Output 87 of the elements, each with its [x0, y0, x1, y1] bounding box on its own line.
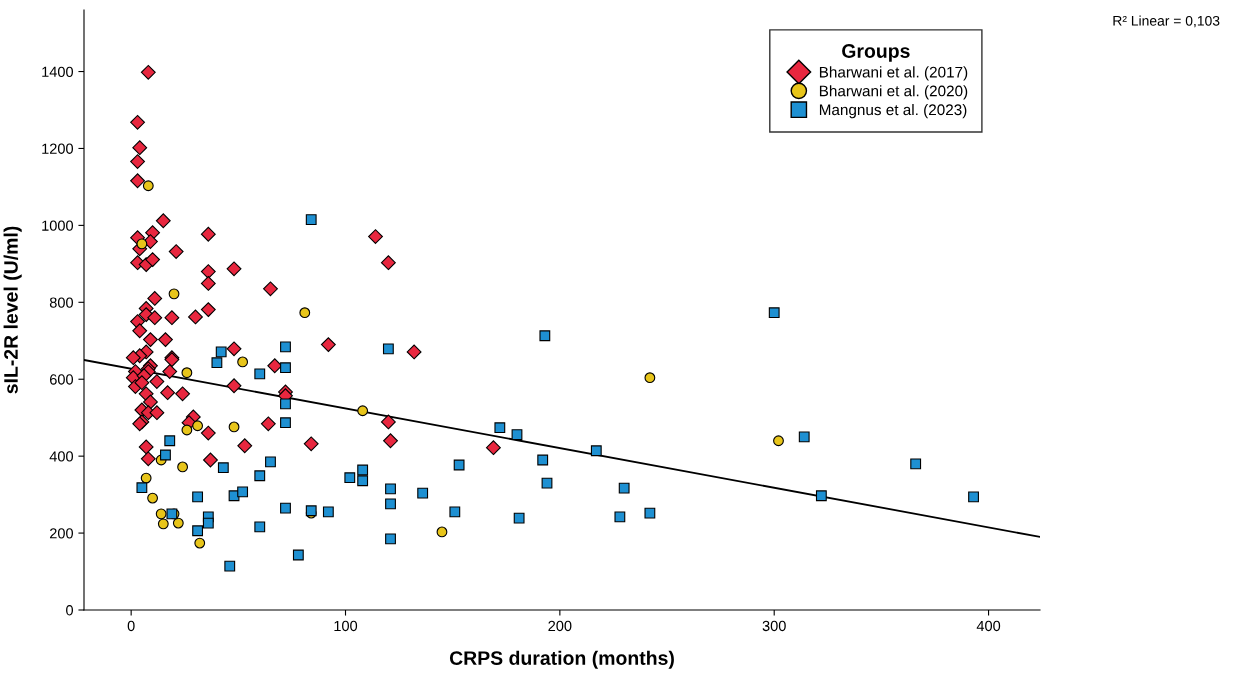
point [644, 372, 656, 384]
point [254, 521, 266, 533]
point [299, 307, 311, 319]
point [417, 487, 429, 499]
point [382, 343, 394, 355]
point [147, 492, 159, 504]
point [224, 560, 236, 572]
y-axis-title: sIL-2R level (U/ml) [3, 226, 22, 394]
point [344, 472, 356, 484]
point [768, 307, 780, 319]
point [194, 537, 206, 549]
point [172, 517, 184, 529]
y-tick-label: 0 [66, 605, 74, 616]
text: R² Linear = 0,103 [1113, 15, 1220, 28]
point [215, 346, 227, 358]
x-tick-label: 200 [548, 620, 572, 632]
y-tick-label: 400 [49, 451, 74, 462]
point [773, 435, 784, 447]
point [385, 498, 396, 510]
point [513, 512, 525, 524]
point [280, 417, 291, 429]
point [385, 483, 396, 495]
point [192, 525, 204, 537]
y-tick-label: 800 [49, 297, 74, 308]
point [798, 431, 810, 443]
point [494, 422, 506, 434]
y-tick-label: 1000 [42, 220, 74, 231]
point [217, 462, 229, 474]
point [254, 470, 266, 482]
point [228, 421, 240, 433]
point [168, 288, 180, 300]
legend-label: Bharwani et al. (2017) [819, 66, 968, 81]
point [322, 506, 334, 518]
point [136, 482, 148, 494]
point [614, 511, 626, 523]
point [968, 491, 979, 503]
legend-title: Groups [842, 44, 910, 62]
point [385, 533, 396, 545]
legend-label: Bharwani et al. (2020) [819, 85, 968, 100]
y-tick-label: 1200 [42, 143, 74, 154]
point [237, 486, 249, 498]
point [280, 502, 291, 514]
point [590, 445, 602, 457]
point [511, 429, 523, 441]
x-tick-label: 300 [762, 620, 786, 632]
legend-label: Mangnus et al. (2023) [819, 103, 967, 119]
point [136, 238, 148, 250]
x-tick-label: 100 [334, 620, 358, 632]
point [537, 454, 549, 466]
point [644, 507, 656, 519]
y-tick-label: 600 [49, 374, 74, 385]
x-tick-label: 0 [127, 620, 135, 632]
point [265, 456, 276, 468]
point [305, 214, 317, 226]
y-tick-label: 1400 [42, 66, 74, 77]
point [280, 362, 291, 374]
point [910, 458, 922, 470]
point [181, 424, 193, 436]
point [280, 341, 291, 353]
point [237, 356, 249, 368]
point [449, 506, 461, 518]
point [280, 398, 291, 410]
point [539, 330, 551, 342]
point [140, 472, 152, 484]
point [357, 464, 369, 476]
point [292, 549, 304, 561]
point [164, 435, 176, 447]
point [177, 461, 189, 473]
point [211, 357, 223, 369]
point [254, 368, 266, 380]
point [436, 526, 448, 538]
point [181, 367, 193, 379]
point [618, 482, 630, 494]
point [453, 459, 465, 471]
point [357, 475, 369, 487]
point [192, 420, 204, 432]
point [202, 517, 214, 529]
point [157, 518, 169, 530]
point [155, 508, 167, 520]
x-tick-label: 400 [976, 620, 1001, 632]
point [192, 491, 204, 503]
point [142, 180, 154, 192]
y-tick-label: 200 [49, 528, 74, 539]
x-axis-title: CRPS duration (months) [449, 650, 674, 669]
point [815, 490, 827, 502]
point [357, 405, 369, 417]
point [160, 449, 171, 461]
